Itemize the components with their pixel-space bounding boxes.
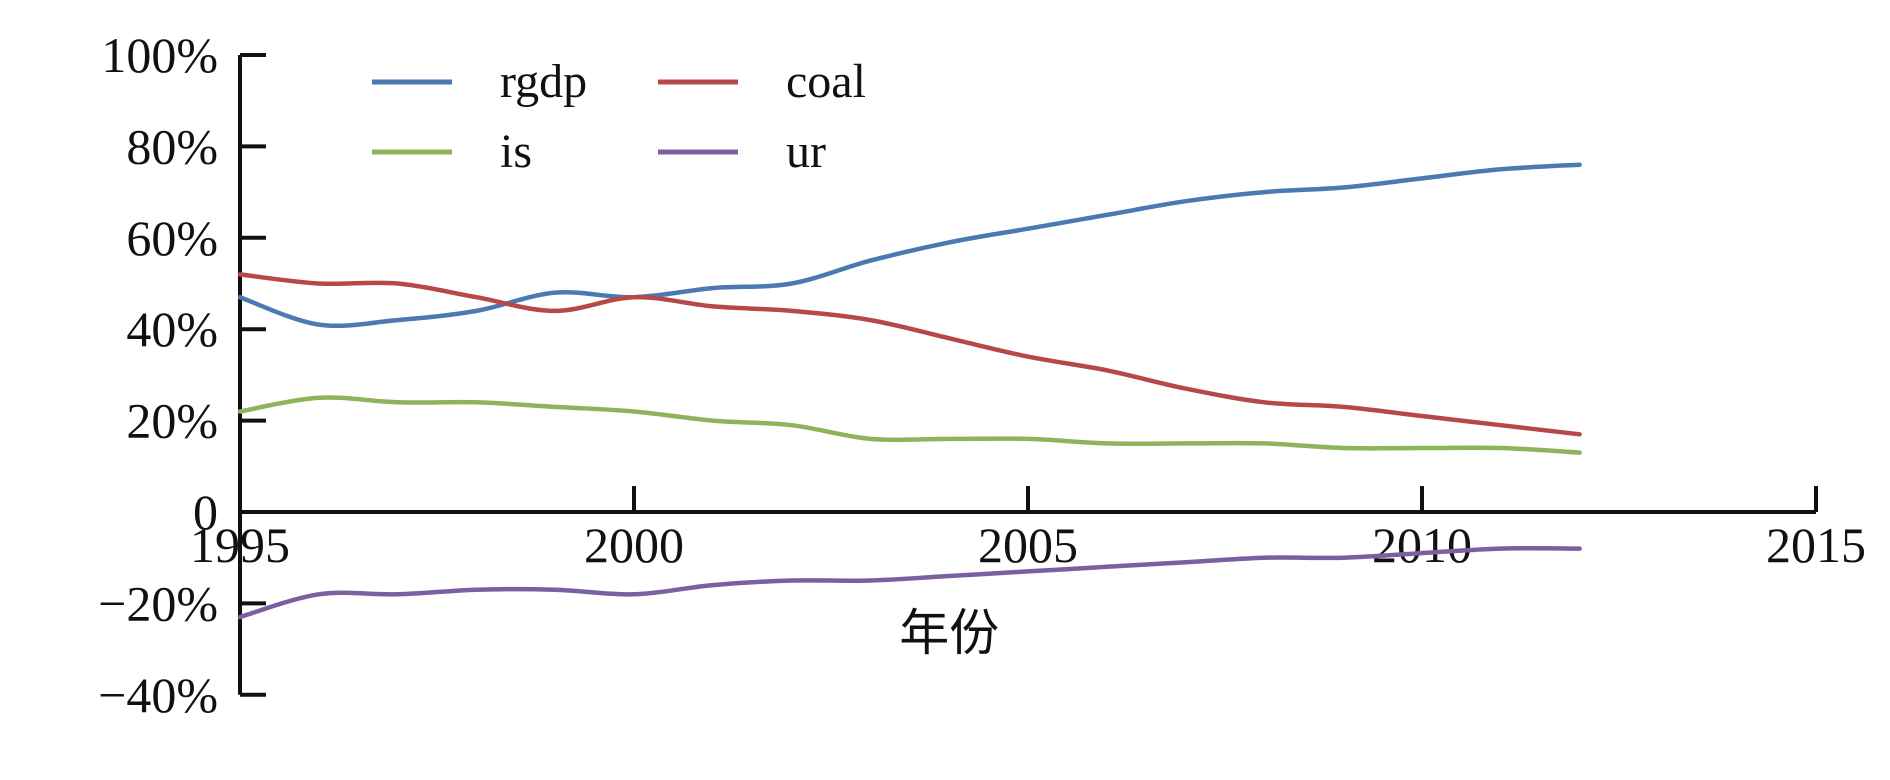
legend: rgdp coal is ur	[372, 55, 866, 178]
x-axis-title: 年份	[899, 604, 999, 662]
y-tick-label: −20%	[98, 575, 218, 631]
legend-label-ur: ur	[786, 125, 826, 178]
x-tick-label: 2005	[978, 517, 1078, 573]
legend-label-is: is	[500, 125, 532, 178]
x-tick-label: 1995	[190, 517, 290, 573]
series-line-coal	[237, 272, 1582, 437]
legend-label-coal: coal	[786, 55, 866, 108]
y-axis-ticks: 100% 80% 60% 40% 20% 0 −20% −40%	[98, 27, 266, 723]
series-line-ur	[237, 545, 1582, 620]
y-tick-label: 60%	[126, 210, 218, 266]
y-tick-label: 80%	[126, 118, 218, 174]
x-axis-ticks: 1995 2000 2005 2010 2015	[190, 486, 1866, 573]
x-tick-label: 2010	[1372, 517, 1472, 573]
y-tick-label: −40%	[98, 667, 218, 723]
series-lines	[237, 162, 1582, 620]
x-tick-label: 2000	[584, 517, 684, 573]
y-tick-label: 0	[193, 484, 218, 540]
y-tick-label: 100%	[101, 27, 218, 83]
x-tick-label: 2015	[1766, 517, 1866, 573]
series-line-is	[237, 395, 1582, 455]
axes: 100% 80% 60% 40% 20% 0 −20% −40% 1995 2000 2005 20…	[98, 27, 1866, 723]
legend-label-rgdp: rgdp	[500, 55, 587, 108]
y-tick-label: 20%	[126, 393, 218, 449]
y-tick-label: 40%	[126, 301, 218, 357]
series-line-rgdp	[237, 162, 1582, 329]
